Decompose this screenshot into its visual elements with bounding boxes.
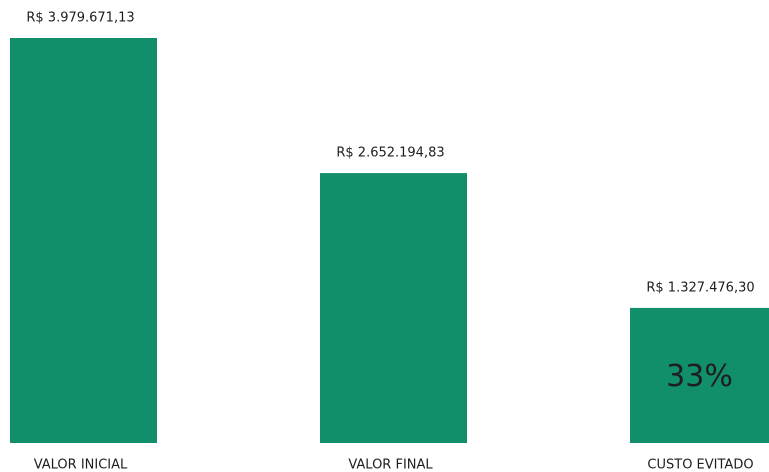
value-label: R$ 2.652.194,83 xyxy=(336,146,444,161)
value-label: R$ 3.979.671,13 xyxy=(26,11,134,26)
value-label: R$ 1.327.476,30 xyxy=(646,280,754,295)
category-label: VALOR FINAL xyxy=(348,458,433,472)
bar xyxy=(320,173,467,443)
category-label: CUSTO EVITADO xyxy=(647,458,753,472)
category-label: VALOR INICIAL xyxy=(34,458,128,472)
bar xyxy=(10,38,157,443)
annotation: 33% xyxy=(666,359,733,394)
bar xyxy=(630,307,769,443)
